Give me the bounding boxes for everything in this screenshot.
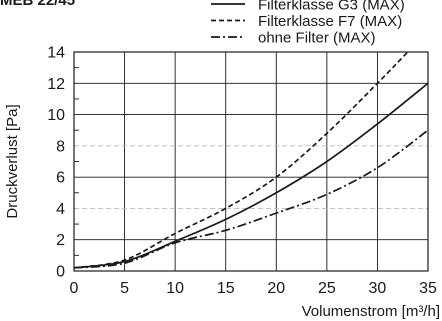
x-tick-label: 20 (267, 280, 285, 297)
y-tick-label: 12 (47, 76, 65, 93)
y-tick-label: 8 (56, 138, 65, 155)
x-tick-label: 0 (70, 280, 79, 297)
x-tick-label: 5 (120, 280, 129, 297)
y-tick-label: 10 (47, 107, 65, 124)
series-line-1 (74, 82, 428, 269)
legend-background (207, 0, 439, 50)
y-tick-label: 6 (56, 170, 65, 187)
grid (74, 52, 428, 271)
series-line-3 (74, 129, 428, 269)
x-tick-label: 25 (318, 280, 336, 297)
series-line-2 (74, 52, 409, 269)
figure-title: MEB 22/45 (0, 0, 76, 9)
legend: Filterklasse G3 (MAX)Filterklasse F7 (MA… (207, 0, 439, 50)
x-tick-label: 10 (166, 280, 184, 297)
legend-label: Filterklasse F7 (MAX) (258, 13, 402, 30)
tick-labels: 0 5 10 15 20 25 30 35 0 2 4 6 8 10 12 14 (47, 45, 437, 298)
legend-label: ohne Filter (MAX) (258, 30, 376, 47)
y-tick-label: 4 (56, 201, 65, 218)
x-axis-label: Volumenstrom [m³/h] (302, 303, 440, 320)
y-axis-label: Druckverlust [Pa] (4, 104, 21, 218)
plot-frame (73, 51, 429, 272)
y-tick-label: 14 (47, 45, 65, 62)
x-tick-label: 15 (217, 280, 235, 297)
y-tick-label: 2 (56, 232, 65, 249)
x-tick-label: 35 (419, 280, 437, 297)
x-tick-label: 30 (369, 280, 387, 297)
legend-label: Filterklasse G3 (MAX) (258, 0, 405, 14)
y-tick-label: 0 (56, 264, 65, 281)
series-lines (74, 52, 428, 269)
